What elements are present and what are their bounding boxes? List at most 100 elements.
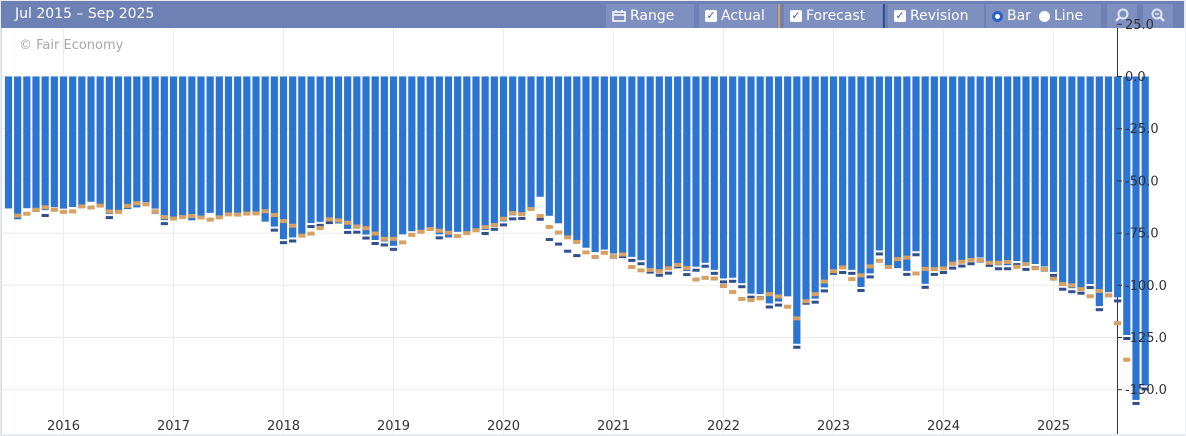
forecast-mark[interactable] [215,215,223,220]
revision-mark[interactable] [820,289,828,293]
forecast-mark[interactable] [793,316,801,321]
revision-mark[interactable] [490,227,498,231]
revision-mark[interactable] [710,271,718,275]
revision-mark[interactable] [747,295,755,299]
forecast-mark[interactable] [619,252,627,257]
revision-mark[interactable] [1132,401,1140,405]
forecast-mark[interactable] [417,229,425,234]
revision-mark[interactable] [1022,267,1030,271]
forecast-mark[interactable] [802,299,810,304]
revision-mark[interactable] [637,262,645,266]
forecast-mark[interactable] [692,277,700,282]
forecast-mark[interactable] [160,215,168,220]
forecast-mark[interactable] [921,266,929,271]
forecast-mark[interactable] [967,257,975,262]
actual-bar[interactable] [87,76,95,202]
actual-bar[interactable] [619,76,627,254]
actual-bar[interactable] [261,76,269,222]
actual-bar[interactable] [4,76,13,209]
actual-bar[interactable] [289,76,297,238]
forecast-mark[interactable] [59,209,68,214]
revision-mark[interactable] [573,254,581,258]
forecast-mark[interactable] [224,212,233,217]
actual-bar[interactable] [344,76,352,229]
actual-bar[interactable] [50,76,58,208]
actual-bar[interactable] [930,76,938,271]
actual-bar[interactable] [1132,76,1140,400]
revision-mark[interactable] [279,241,288,245]
actual-bar[interactable] [976,76,984,258]
forecast-mark[interactable] [1049,276,1058,281]
revision-mark[interactable] [1068,290,1076,294]
forecast-mark[interactable] [234,212,242,217]
actual-bar[interactable] [197,76,205,219]
actual-bar[interactable] [151,76,159,209]
actual-bar[interactable] [41,76,49,211]
actual-bar[interactable] [316,76,324,222]
forecast-mark[interactable] [69,209,77,214]
forecast-mark[interactable] [664,266,673,271]
forecast-mark[interactable] [939,266,948,271]
forecast-mark[interactable] [784,304,792,309]
forecast-mark[interactable] [518,212,526,217]
revision-mark[interactable] [1077,291,1085,295]
revision-mark[interactable] [628,258,636,262]
actual-bar[interactable] [518,76,526,215]
forecast-mark[interactable] [444,230,453,235]
forecast-mark[interactable] [646,267,654,272]
forecast-mark[interactable] [362,226,370,231]
actual-bar[interactable] [1059,76,1067,286]
forecast-mark[interactable] [573,239,581,244]
revision-mark[interactable] [353,230,361,234]
actual-bar[interactable] [270,76,278,227]
actual-bar[interactable] [224,76,233,216]
actual-bar[interactable] [490,76,498,226]
actual-bar[interactable] [591,76,599,253]
actual-bar[interactable] [903,76,911,271]
actual-bar[interactable] [609,76,618,254]
actual-bar[interactable] [784,76,792,297]
actual-bar[interactable] [958,76,966,263]
actual-bar[interactable] [655,76,663,272]
actual-bar[interactable] [334,76,343,224]
forecast-mark[interactable] [1013,264,1021,269]
actual-bar[interactable] [573,76,581,241]
revision-mark[interactable] [765,305,773,309]
forecast-mark[interactable] [114,209,123,214]
revision-mark[interactable] [655,273,663,277]
forecast-mark[interactable] [32,207,40,212]
forecast-mark[interactable] [820,279,828,284]
revision-mark[interactable] [848,271,856,275]
forecast-mark[interactable] [1004,259,1012,264]
forecast-mark[interactable] [499,216,508,221]
actual-bar[interactable] [582,76,590,248]
forecast-mark[interactable] [87,205,95,210]
actual-bar[interactable] [472,76,480,230]
actual-bar[interactable] [169,76,178,218]
forecast-mark[interactable] [1040,267,1048,272]
revision-mark[interactable] [774,303,783,307]
revision-mark[interactable] [316,223,324,227]
revision-mark[interactable] [554,242,563,246]
revision-mark[interactable] [564,249,572,253]
forecast-mark[interactable] [756,296,764,301]
revision-mark[interactable] [518,216,526,220]
revision-mark[interactable] [866,275,874,279]
forecast-mark[interactable] [976,258,984,263]
actual-bar[interactable] [600,76,608,250]
forecast-mark[interactable] [857,273,865,278]
actual-bar[interactable] [674,76,682,264]
actual-bar[interactable] [719,76,728,279]
actual-bar[interactable] [252,76,260,216]
forecast-mark[interactable] [14,213,22,218]
revision-mark[interactable] [105,216,113,220]
actual-bar[interactable] [1068,76,1076,289]
revision-mark[interactable] [619,255,627,259]
forecast-mark[interactable] [729,290,737,295]
actual-bar[interactable] [1049,76,1058,272]
forecast-mark[interactable] [903,255,911,260]
revision-mark[interactable] [380,243,388,247]
actual-bar[interactable] [1095,76,1103,307]
actual-bar[interactable] [179,76,187,216]
actual-bar[interactable] [380,76,388,242]
